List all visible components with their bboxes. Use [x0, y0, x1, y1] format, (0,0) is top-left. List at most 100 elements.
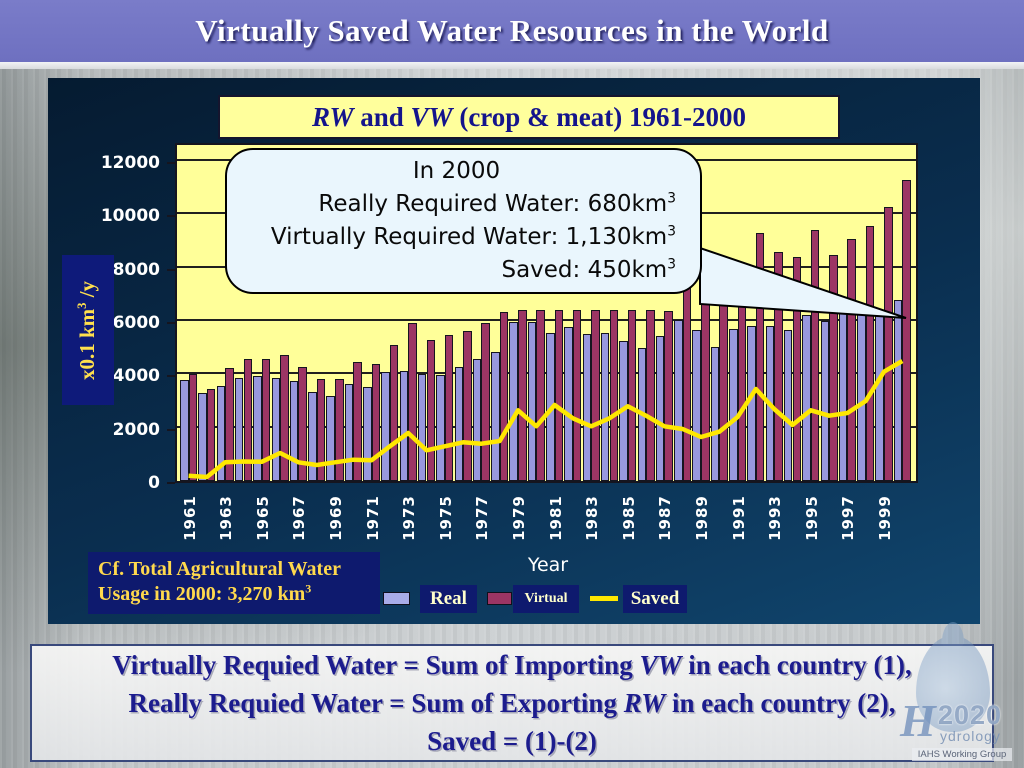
y-tick-label-2000: 2000 [112, 419, 160, 440]
bar-virtual-1975 [444, 334, 454, 481]
bar-virtual-1976 [463, 330, 472, 481]
bar-real-1984 [600, 333, 610, 481]
bar-real-1961 [180, 379, 189, 481]
definition-line-1: Virtually Requied Water = Sum of Importi… [112, 650, 912, 680]
y-tick-8000 [167, 268, 175, 271]
bar-virtual-1985 [627, 310, 637, 481]
bar-real-1982 [564, 326, 573, 481]
bar-real-1976 [454, 366, 464, 481]
x-axis-title: Year [527, 554, 569, 576]
x-tick-label-1965: 1965 [253, 495, 272, 541]
bar-real-1994 [783, 329, 793, 481]
bar-virtual-1967 [298, 366, 307, 481]
slide-title-bar: Virtually Saved Water Resources in the W… [0, 0, 1024, 62]
bar-real-1965 [253, 376, 262, 481]
legend-saved-label: Saved [623, 585, 687, 613]
y-tick-label-8000: 8000 [112, 259, 160, 280]
legend-saved-swatch [590, 596, 618, 601]
bar-virtual-1961 [188, 374, 198, 481]
x-tick-label-1985: 1985 [619, 495, 638, 541]
logo-name: ydrology [940, 728, 1001, 744]
bar-real-1980 [527, 321, 537, 481]
bar-virtual-1986 [646, 310, 655, 481]
bar-real-1979 [509, 322, 518, 481]
bar-virtual-1974 [426, 340, 436, 481]
x-tick-label-1977: 1977 [473, 495, 492, 541]
bar-real-1983 [582, 333, 592, 481]
y-tick-label-4000: 4000 [112, 366, 160, 387]
bar-virtual-2000 [902, 179, 911, 481]
y-tick-0 [167, 482, 175, 484]
bar-virtual-1995 [810, 229, 820, 481]
bar-real-1966 [271, 377, 281, 481]
y-tick-12000 [167, 162, 175, 164]
callout-line-2: Really Required Water: 680km3 [318, 190, 676, 217]
bar-virtual-1998 [865, 226, 875, 481]
bar-real-1991 [729, 329, 738, 481]
slide-title: Virtually Saved Water Resources in the W… [195, 13, 829, 48]
note-line-1: Cf. Total Agricultural Water [98, 558, 341, 580]
callout-line-1: In 2000 [412, 158, 501, 184]
legend-virtual-label: Virtual [513, 585, 579, 613]
legend-virtual-swatch [487, 592, 512, 605]
chart-panel: RW and VW (crop & meat) 1961-2000 0 2000 4… [48, 78, 980, 624]
bar-real-1987 [655, 336, 665, 481]
bar-virtual-1962 [206, 389, 216, 481]
callout-line-3: Virtually Required Water: 1,130km3 [270, 223, 676, 250]
y-tick-4000 [167, 375, 175, 378]
x-tick-label-1987: 1987 [656, 495, 675, 541]
y-tick-6000 [167, 322, 175, 324]
bar-real-1969 [326, 396, 335, 481]
bar-virtual-1999 [884, 207, 893, 481]
bar-real-1972 [381, 371, 390, 481]
bar-virtual-1984 [609, 310, 619, 481]
bar-real-1975 [436, 375, 445, 481]
bar-virtual-1983 [591, 310, 600, 481]
x-tick-label-1981: 1981 [546, 495, 565, 541]
bar-real-1978 [491, 351, 500, 481]
bar-virtual-1971 [371, 364, 381, 481]
bar-real-1988 [674, 319, 683, 481]
bar-real-1970 [344, 384, 354, 481]
note-line-2: Usage in 2000: 3,270 km3 [98, 581, 312, 605]
bar-virtual-1972 [389, 344, 399, 481]
x-tick-label-1991: 1991 [729, 495, 748, 541]
bar-virtual-1977 [481, 322, 490, 481]
bar-virtual-1970 [353, 362, 362, 481]
gridline-6000 [177, 319, 916, 321]
y-tick-2000 [167, 428, 175, 431]
water-drop-icon [916, 622, 990, 732]
x-tick-label-1979: 1979 [510, 495, 528, 541]
definition-line-3: Saved = (1)-(2) [427, 726, 597, 756]
x-tick-label-1995: 1995 [802, 495, 821, 541]
hydrology-2020-logo: H 2020 ydrology IAHS Working Group [898, 622, 1016, 764]
definitions-panel: Virtually Requied Water = Sum of Importi… [30, 644, 994, 762]
y-tick-label-0: 0 [148, 473, 160, 493]
bar-virtual-1992 [755, 232, 765, 481]
y-tick-label-10000: 10000 [100, 206, 160, 227]
bar-real-1990 [710, 346, 720, 481]
bar-real-1973 [399, 370, 409, 481]
bar-virtual-1969 [335, 379, 344, 481]
definition-line-2: Really Requied Water = Sum of Exporting … [128, 688, 896, 718]
y-tick-label-12000: 12000 [100, 153, 160, 173]
bar-virtual-1982 [572, 309, 582, 481]
x-tick-label-1961: 1961 [180, 495, 199, 541]
x-tick-label-1967: 1967 [290, 495, 309, 541]
bar-virtual-1978 [499, 311, 509, 481]
bar-real-1968 [308, 391, 317, 481]
y-tick-10000 [167, 215, 175, 218]
bar-real-1962 [198, 393, 207, 481]
logo-group: IAHS Working Group [912, 748, 1012, 761]
bar-real-1971 [363, 386, 372, 481]
saved-line-layer [188, 359, 904, 480]
bar-series-layer [177, 145, 916, 481]
x-tick-label-1989: 1989 [693, 495, 711, 541]
y-tick-label-6000: 6000 [112, 313, 160, 333]
title-divider [0, 62, 1024, 69]
bar-virtual-1965 [261, 359, 271, 481]
bar-virtual-1966 [280, 354, 289, 481]
bar-real-1967 [289, 381, 299, 481]
callout-line-4: Saved: 450km3 [501, 256, 676, 283]
legend-real-swatch [383, 592, 410, 605]
